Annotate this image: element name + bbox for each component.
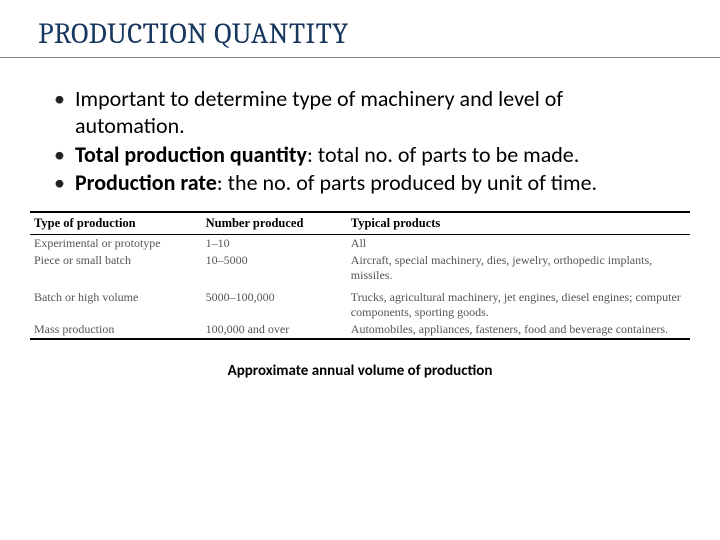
table-cell: 1–10 [202,235,347,253]
production-table-wrap: Type of production Number produced Typic… [30,211,690,340]
table-cell: Piece or small batch [30,252,202,284]
bullet-list: • Important to determine type of machine… [36,86,684,197]
table-header: Typical products [347,212,690,235]
bullet-text: Total production quantity: total no. of … [75,142,613,169]
slide-title: PRODUCTION QUANTITY [36,18,684,51]
table-cell: 5000–100,000 [202,284,347,321]
table-header: Type of production [30,212,202,235]
bullet-bold: Production rate [75,169,217,196]
table-cell: Experimental or prototype [30,235,202,253]
table-cell: Mass production [30,321,202,339]
table-cell: 100,000 and over [202,321,347,339]
table-header: Number produced [202,212,347,235]
bullet-rest: : total no. of parts to be made. [307,141,579,168]
table-cell: Trucks, agricultural machinery, jet engi… [347,284,690,321]
bullet-item: • Production rate: the no. of parts prod… [54,170,684,197]
bullet-marker: • [54,170,65,197]
bullet-rest: Important to determine type of machinery… [75,85,563,139]
bullet-item: • Important to determine type of machine… [54,86,684,140]
bullet-item: • Total production quantity: total no. o… [54,142,684,169]
bullet-bold: Total production quantity [75,141,307,168]
table-header-row: Type of production Number produced Typic… [30,212,690,235]
table-row: Mass production 100,000 and over Automob… [30,321,690,339]
table-row: Piece or small batch 10–5000 Aircraft, s… [30,252,690,284]
bullet-rest: : the no. of parts produced by unit of t… [217,169,597,196]
table-cell: Batch or high volume [30,284,202,321]
bullet-marker: • [54,86,65,113]
table-cell: Aircraft, special machinery, dies, jewel… [347,252,690,284]
title-underline [0,57,720,58]
production-table: Type of production Number produced Typic… [30,211,690,340]
bullet-text: Production rate: the no. of parts produc… [75,170,631,197]
table-row: Experimental or prototype 1–10 All [30,235,690,253]
table-caption: Approximate annual volume of production [36,362,684,380]
slide: PRODUCTION QUANTITY • Important to deter… [0,0,720,540]
table-row: Batch or high volume 5000–100,000 Trucks… [30,284,690,321]
table-cell: All [347,235,690,253]
bullet-marker: • [54,142,65,169]
table-cell: 10–5000 [202,252,347,284]
bullet-text: Important to determine type of machinery… [75,86,684,140]
table-cell: Automobiles, appliances, fasteners, food… [347,321,690,339]
